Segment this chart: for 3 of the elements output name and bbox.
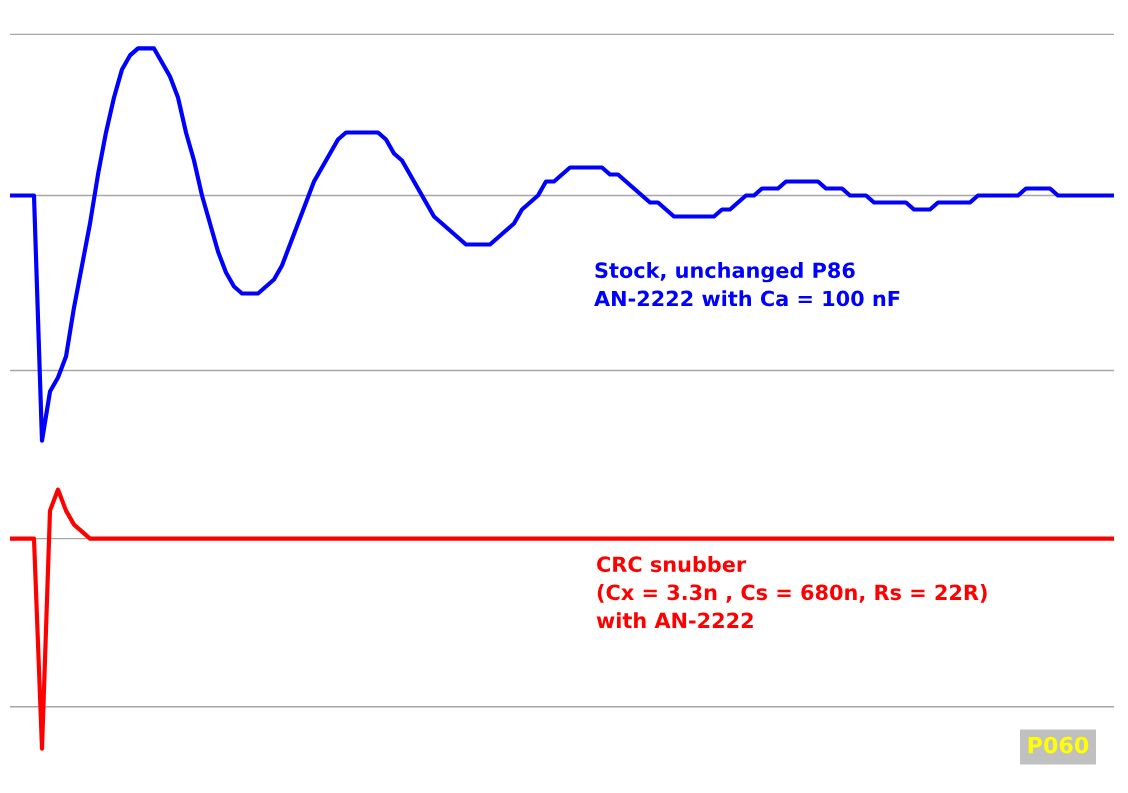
series-label: CRC snubber (Cx = 3.3n , Cs = 680n, Rs = 22R) with AN-2222 bbox=[596, 556, 987, 628]
annotation: P060 bbox=[1028, 736, 1089, 754]
text: Stock, unchanged P86 AN-2222 with Ca = 100 nF bbox=[594, 262, 900, 307]
